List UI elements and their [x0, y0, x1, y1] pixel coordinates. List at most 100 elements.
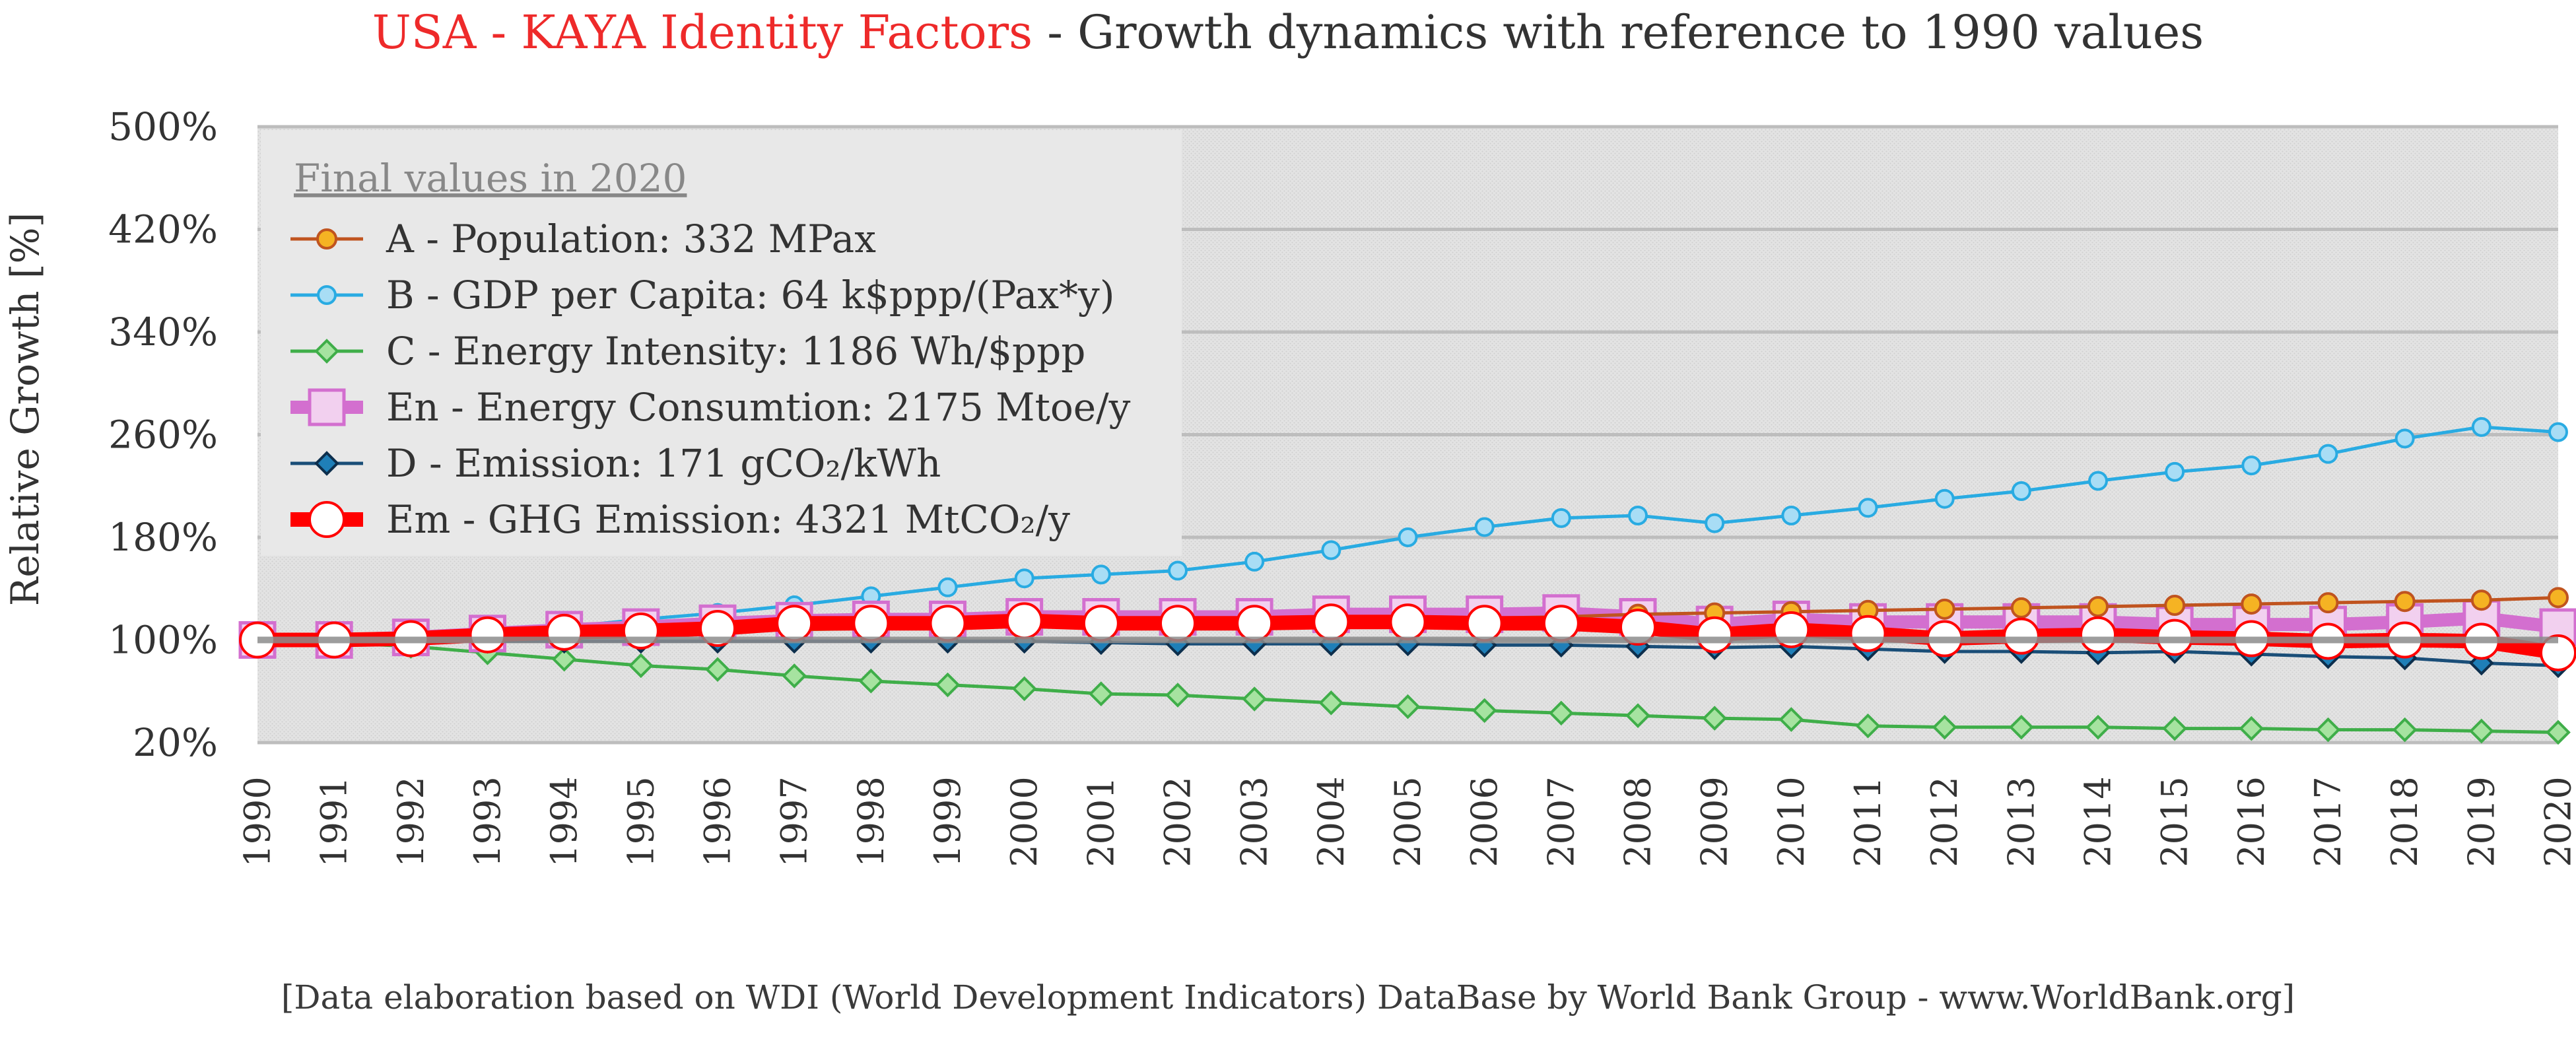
- x-tick-label: 1993: [467, 776, 508, 867]
- legend-marker: [317, 285, 337, 305]
- data-point: [1236, 605, 1273, 642]
- data-point: [1089, 681, 1114, 706]
- source-note: [Data elaboration based on WDI (World De…: [281, 978, 2295, 1017]
- y-tick-label: 420%: [108, 207, 218, 252]
- data-point: [1551, 508, 1571, 528]
- data-point: [1696, 616, 1734, 653]
- x-tick-label: 1999: [927, 776, 968, 867]
- x-tick-label: 2011: [1847, 776, 1889, 867]
- data-point: [551, 646, 577, 672]
- x-tick-label: 2020: [2538, 776, 2576, 867]
- x-tick-label: 1992: [390, 776, 432, 867]
- data-point: [1934, 488, 1955, 509]
- x-tick-label: 2014: [2078, 776, 2119, 867]
- x-tick-label: 2016: [2231, 776, 2272, 867]
- data-point: [782, 663, 807, 688]
- data-point: [1702, 706, 1727, 731]
- y-tick-label: 500%: [108, 104, 218, 149]
- data-point: [1932, 714, 1957, 740]
- data-point: [628, 653, 654, 679]
- data-point: [2080, 616, 2117, 653]
- data-point: [2011, 481, 2031, 502]
- data-point: [2469, 718, 2494, 744]
- data-point: [2470, 589, 2492, 611]
- data-point: [2162, 716, 2187, 741]
- data-point: [2548, 422, 2568, 442]
- x-axis: 1990 1991 1992 1993 1994 1995 1996 1997 1998 1999…: [237, 776, 2576, 867]
- x-tick-label: 2003: [1234, 776, 1275, 867]
- data-point: [1165, 683, 1190, 708]
- data-point: [2540, 634, 2576, 671]
- x-tick-label: 1996: [697, 776, 739, 867]
- legend-background: [261, 130, 1182, 556]
- data-point: [2241, 455, 2262, 476]
- y-tick-label: 20%: [133, 720, 218, 765]
- data-point: [1011, 676, 1037, 702]
- data-point: [2394, 428, 2415, 449]
- data-point: [1091, 564, 1111, 585]
- data-point: [1781, 505, 1802, 525]
- data-point: [1389, 603, 1427, 641]
- data-point: [2165, 461, 2185, 482]
- x-tick-label: 2017: [2307, 776, 2349, 867]
- data-point: [1849, 615, 1887, 652]
- data-point: [2548, 587, 2569, 609]
- data-point: [1312, 603, 1350, 641]
- chart-title: USA - KAYA Identity Factors - Growth dyn…: [0, 5, 2576, 59]
- data-point: [1474, 517, 1495, 537]
- data-point: [2315, 717, 2341, 743]
- data-point: [705, 657, 730, 683]
- data-point: [1005, 602, 1043, 640]
- data-point: [1472, 698, 1497, 723]
- data-point: [1318, 690, 1344, 716]
- legend-item-em-ghg-emission: Em - GHG Emission: 4321 MtCO₂/y: [290, 497, 1070, 542]
- data-point: [1779, 707, 1804, 732]
- data-point: [1855, 713, 1881, 739]
- data-point: [1321, 540, 1341, 560]
- x-tick-label: 2010: [1771, 776, 1812, 867]
- y-axis: 500% 420% 340% 260% 180% 100% 20%: [108, 104, 218, 765]
- legend-label: C - Energy Intensity: 1186 Wh/$ppp: [386, 329, 1085, 374]
- x-tick-label: 1990: [237, 776, 279, 867]
- legend-item-d-emission: D - Emission: 171 gCO₂/kWh: [290, 441, 941, 486]
- legend-box: [261, 130, 1182, 556]
- legend-label: D - Emission: 171 gCO₂/kWh: [386, 441, 941, 486]
- data-point: [1082, 605, 1120, 642]
- x-tick-label: 2019: [2460, 776, 2502, 867]
- data-point: [2085, 714, 2111, 740]
- legend-item-b-gdp-per-capita: B - GDP per Capita: 64 k$ppp/(Pax*y): [290, 273, 1114, 318]
- y-axis-label: Relative Growth [%]: [3, 213, 48, 607]
- data-point: [2392, 717, 2418, 743]
- y-tick-label: 340%: [108, 310, 218, 354]
- data-point: [2239, 716, 2264, 741]
- x-tick-label: 2015: [2154, 776, 2196, 867]
- data-point: [776, 605, 813, 642]
- legend-label: Em - GHG Emission: 4321 MtCO₂/y: [386, 497, 1070, 542]
- data-point: [1625, 703, 1650, 729]
- data-point: [1014, 568, 1034, 589]
- x-tick-label: 2000: [1003, 776, 1045, 867]
- data-point: [469, 616, 506, 653]
- chart-title-part2: - Growth dynamics with reference to 1990…: [1033, 5, 2204, 59]
- x-tick-label: 1991: [314, 776, 355, 867]
- data-point: [1705, 513, 1725, 533]
- x-tick-label: 2013: [2000, 776, 2042, 867]
- legend-marker: [308, 388, 346, 426]
- legend-item-a-population: A - Population: 332 MPax: [290, 217, 876, 261]
- data-point: [1858, 498, 1878, 518]
- data-point: [1934, 598, 1955, 620]
- x-tick-label: 1997: [774, 776, 815, 867]
- data-point: [2471, 417, 2491, 437]
- data-point: [1395, 694, 1421, 719]
- legend-marker: [308, 501, 345, 538]
- data-point: [1398, 527, 1418, 547]
- legend-label: B - GDP per Capita: 64 k$ppp/(Pax*y): [386, 273, 1114, 318]
- x-tick-label: 1994: [543, 776, 585, 867]
- data-point: [1542, 605, 1580, 642]
- x-tick-label: 2018: [2384, 776, 2425, 867]
- x-tick-label: 2006: [1464, 776, 1505, 867]
- x-tick-label: 2004: [1310, 776, 1352, 867]
- data-point: [2009, 714, 2034, 740]
- series-layer: [238, 417, 2576, 745]
